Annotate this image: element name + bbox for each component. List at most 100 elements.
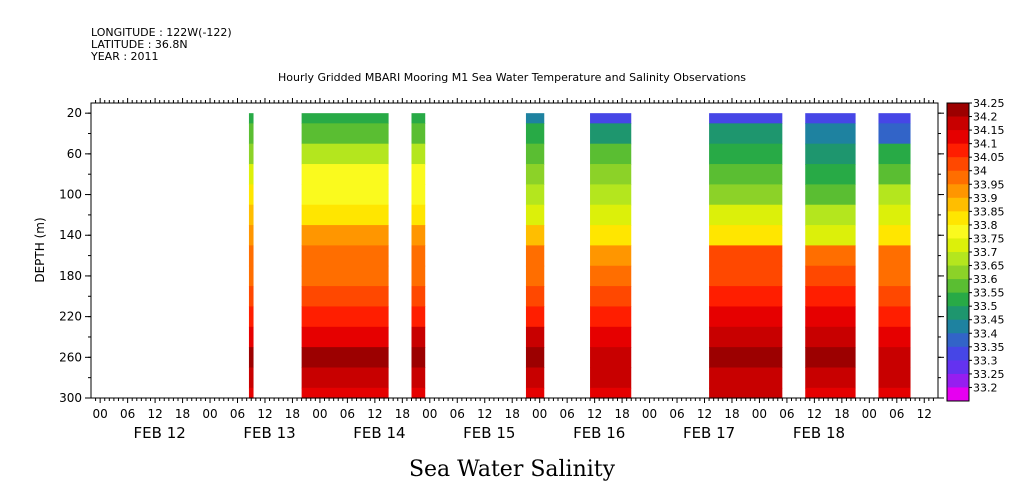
salinity-cell bbox=[878, 326, 911, 348]
colorbar-label: 33.45 bbox=[973, 314, 1005, 327]
y-tick-label: 220 bbox=[59, 310, 82, 324]
colorbar-label: 34 bbox=[973, 165, 987, 178]
salinity-cell bbox=[805, 367, 856, 389]
salinity-cell bbox=[590, 113, 632, 124]
salinity-cell bbox=[805, 326, 856, 348]
salinity-cell bbox=[878, 113, 911, 124]
salinity-cell bbox=[301, 306, 389, 328]
salinity-cell bbox=[709, 184, 783, 206]
x-hour-label: 12 bbox=[477, 407, 492, 421]
salinity-cell bbox=[525, 367, 545, 389]
colorbar-swatch bbox=[947, 143, 969, 158]
x-hour-label: 06 bbox=[779, 407, 794, 421]
salinity-cell bbox=[248, 184, 254, 206]
colorbar-label: 33.35 bbox=[973, 341, 1005, 354]
salinity-cell bbox=[709, 347, 783, 369]
salinity-cell bbox=[590, 326, 632, 348]
x-hour-label: 18 bbox=[505, 407, 520, 421]
salinity-cell bbox=[411, 265, 426, 287]
colorbar-swatch bbox=[947, 211, 969, 226]
latitude-label: LATITUDE : 36.8N bbox=[91, 38, 188, 51]
colorbar-label: 34.1 bbox=[973, 138, 998, 151]
salinity-cell bbox=[525, 245, 545, 267]
salinity-cell bbox=[248, 387, 254, 399]
colorbar-label: 33.6 bbox=[973, 273, 998, 286]
salinity-cell bbox=[590, 367, 632, 389]
colorbar-label: 34.05 bbox=[973, 151, 1005, 164]
colorbar-swatch bbox=[947, 319, 969, 334]
salinity-cell bbox=[411, 225, 426, 247]
salinity-cell bbox=[805, 286, 856, 308]
salinity-cell bbox=[411, 367, 426, 389]
salinity-cell bbox=[805, 123, 856, 145]
colorbar-swatch bbox=[947, 224, 969, 239]
x-hour-label: 18 bbox=[834, 407, 849, 421]
salinity-cell bbox=[525, 113, 545, 124]
colorbar-swatch bbox=[947, 333, 969, 348]
salinity-cell bbox=[709, 367, 783, 389]
x-hour-label: 00 bbox=[752, 407, 767, 421]
salinity-cell bbox=[590, 225, 632, 247]
salinity-cell bbox=[248, 123, 254, 145]
salinity-cell bbox=[248, 164, 254, 185]
colorbar-label: 33.9 bbox=[973, 192, 998, 205]
salinity-cell bbox=[590, 184, 632, 206]
salinity-cell bbox=[248, 113, 254, 124]
salinity-cell bbox=[525, 164, 545, 185]
x-hour-label: 06 bbox=[560, 407, 575, 421]
x-day-label: FEB 15 bbox=[463, 424, 515, 442]
salinity-cell bbox=[525, 123, 545, 145]
data-segment bbox=[411, 113, 426, 399]
salinity-cell bbox=[411, 184, 426, 206]
x-hour-label: 18 bbox=[395, 407, 410, 421]
salinity-cell bbox=[301, 367, 389, 389]
colorbar-label: 33.85 bbox=[973, 205, 1005, 218]
x-day-label: FEB 14 bbox=[353, 424, 405, 442]
bottom-title: Sea Water Salinity bbox=[409, 457, 616, 482]
salinity-cell bbox=[301, 326, 389, 348]
salinity-cell bbox=[805, 204, 856, 226]
salinity-cell bbox=[805, 164, 856, 185]
salinity-cell bbox=[878, 367, 911, 389]
salinity-cell bbox=[805, 245, 856, 267]
data-segment bbox=[525, 113, 545, 399]
salinity-cell bbox=[878, 143, 911, 165]
salinity-cell bbox=[301, 245, 389, 267]
colorbar-label: 33.55 bbox=[973, 287, 1005, 300]
salinity-cell bbox=[525, 184, 545, 206]
salinity-cell bbox=[301, 387, 389, 399]
colorbar-label: 33.5 bbox=[973, 300, 998, 313]
colorbar-swatch bbox=[947, 252, 969, 266]
data-segment bbox=[590, 113, 632, 399]
salinity-cell bbox=[878, 306, 911, 328]
colorbar-label: 34.25 bbox=[973, 97, 1005, 110]
salinity-cell bbox=[248, 326, 254, 348]
salinity-cell bbox=[590, 306, 632, 328]
x-hour-label: 12 bbox=[257, 407, 272, 421]
x-hour-label: 06 bbox=[120, 407, 135, 421]
salinity-cell bbox=[590, 347, 632, 369]
colorbar-swatch bbox=[947, 346, 969, 361]
salinity-cell bbox=[411, 123, 426, 145]
salinity-cell bbox=[878, 286, 911, 308]
x-hour-label: 12 bbox=[917, 407, 932, 421]
x-day-label: FEB 13 bbox=[243, 424, 295, 442]
colorbar-swatch bbox=[947, 197, 969, 212]
salinity-cell bbox=[805, 225, 856, 247]
x-hour-label: 00 bbox=[422, 407, 437, 421]
x-day-label: FEB 12 bbox=[134, 424, 186, 442]
x-hour-label: 06 bbox=[669, 407, 684, 421]
salinity-cell bbox=[709, 387, 783, 399]
colorbar-swatch bbox=[947, 306, 969, 321]
salinity-cell bbox=[411, 306, 426, 328]
y-tick-label: 260 bbox=[59, 350, 82, 364]
salinity-cell bbox=[411, 326, 426, 348]
salinity-cell bbox=[301, 286, 389, 308]
salinity-cell bbox=[590, 204, 632, 226]
x-hour-label: 12 bbox=[697, 407, 712, 421]
salinity-cell bbox=[525, 347, 545, 369]
salinity-cell bbox=[525, 306, 545, 328]
salinity-cell bbox=[878, 225, 911, 247]
salinity-cell bbox=[590, 245, 632, 267]
